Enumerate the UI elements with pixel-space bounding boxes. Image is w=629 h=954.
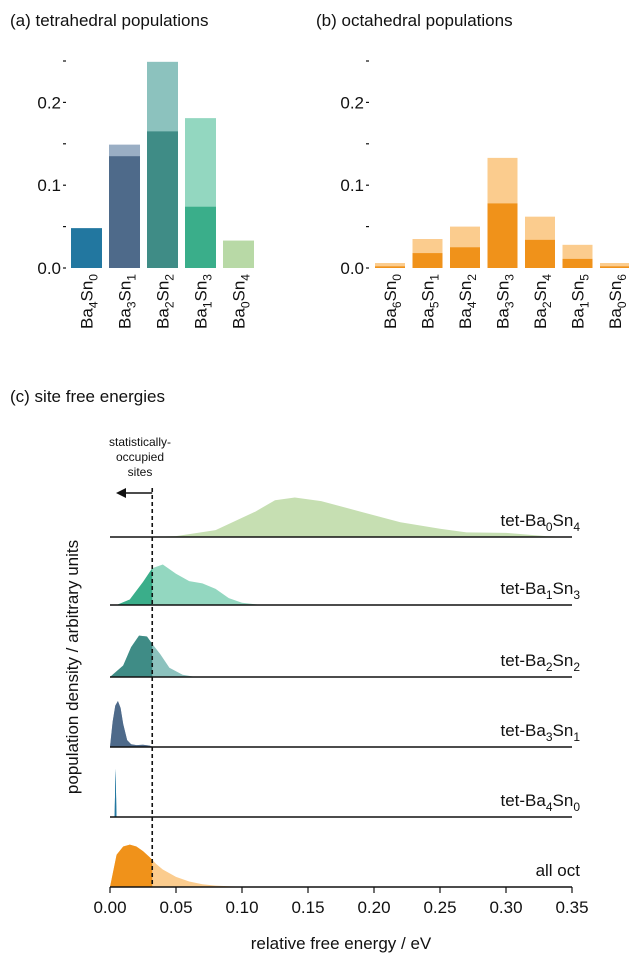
bar-occupied (450, 247, 480, 268)
row-label: tet-Ba0Sn4 (500, 511, 580, 534)
bar-occupied (525, 239, 555, 268)
category-label: Ba2Sn2 (154, 274, 177, 329)
y-tick-label: 0.0 (37, 259, 61, 278)
row-label: tet-Ba4Sn0 (500, 791, 580, 814)
x-tick-label: 0.20 (357, 898, 390, 917)
x-tick-label: 0.10 (225, 898, 258, 917)
density-area-occupied (110, 844, 153, 887)
annotation-text: occupied (116, 450, 164, 464)
density-area-occupied (114, 768, 117, 817)
bar-occupied (147, 131, 178, 268)
category-label: Ba2Sn4 (531, 274, 554, 329)
category-label: Ba4Sn2 (456, 274, 479, 329)
annotation-text: sites (128, 465, 153, 479)
x-tick-label: 0.35 (555, 898, 588, 917)
x-tick-label: 0.25 (423, 898, 456, 917)
category-label: Ba1Sn3 (192, 274, 215, 329)
panel-title: (a) tetrahedral populations (10, 11, 208, 30)
y-axis-label: population density / arbitrary units (63, 540, 82, 794)
panel-c: (c) site free energies tet-Ba0Sn4 tet-Ba1S… (10, 387, 589, 953)
category-label: Ba0Sn4 (230, 274, 253, 329)
category-label: Ba0Sn6 (606, 274, 629, 329)
row-label: tet-Ba3Sn1 (500, 721, 580, 744)
bar-total (600, 263, 629, 268)
bar-occupied (375, 266, 405, 268)
category-label: Ba3Sn1 (116, 274, 139, 329)
category-label: Ba3Sn3 (494, 274, 517, 329)
annotation-text: statistically- (109, 435, 171, 449)
x-axis-label: relative free energy / eV (251, 934, 432, 953)
bar-occupied (600, 266, 629, 268)
bar-occupied (562, 258, 593, 268)
y-tick-label: 0.0 (340, 259, 364, 278)
bar-occupied (223, 240, 254, 268)
row-label: all oct (536, 861, 581, 880)
density-area-occupied (116, 568, 153, 605)
x-tick-label: 0.00 (93, 898, 126, 917)
category-label: Ba4Sn0 (78, 274, 101, 329)
y-tick-label: 0.2 (37, 93, 61, 112)
category-label: Ba6Sn0 (381, 274, 404, 329)
row-label: tet-Ba1Sn3 (500, 579, 580, 602)
x-tick-label: 0.15 (291, 898, 324, 917)
bar-occupied (487, 203, 518, 268)
bar-occupied (185, 206, 216, 268)
row-label: tet-Ba2Sn2 (500, 651, 580, 674)
panel-title: (b) octahedral populations (316, 11, 513, 30)
bar-occupied (71, 228, 102, 268)
y-tick-label: 0.2 (340, 93, 364, 112)
y-tick-label: 0.1 (340, 176, 364, 195)
category-label: Ba5Sn1 (419, 274, 442, 329)
panel-b: (b) octahedral populations 0.0 0.1 0.2 Ba6Sn… (316, 11, 629, 329)
x-tick-label: 0.05 (159, 898, 192, 917)
y-tick-label: 0.1 (37, 176, 61, 195)
x-tick-label: 0.30 (489, 898, 522, 917)
bar-occupied (412, 253, 443, 268)
panel-title: (c) site free energies (10, 387, 165, 406)
category-label: Ba1Sn5 (569, 274, 592, 329)
bar-occupied (109, 156, 140, 268)
density-area-occupied (110, 701, 153, 747)
arrow-head (116, 488, 126, 498)
panel-a: (a) tetrahedral populations 0.0 0.1 0.2 Ba4S… (10, 11, 254, 329)
density-area-occupied (110, 635, 153, 677)
density-area-light (149, 497, 572, 537)
bar-total (375, 263, 405, 268)
